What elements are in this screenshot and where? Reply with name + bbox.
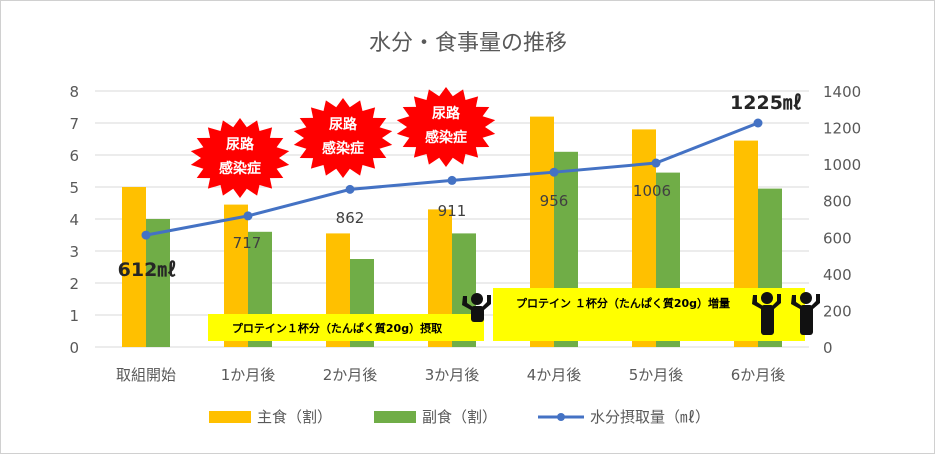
uti-badge: 尿路 感染症: [190, 118, 290, 198]
legend-swatch-staple: [209, 411, 251, 423]
legend-label-side: 副食（割）: [422, 408, 497, 426]
y-left-tick-label: 0: [69, 339, 79, 357]
flexing-person-icon: [791, 292, 820, 335]
x-tick-label: 3か月後: [425, 366, 480, 384]
water-intake-point: [447, 175, 457, 185]
uti-badge-line2: 感染症: [322, 140, 364, 157]
y-right-tick-label: 1000: [823, 156, 861, 174]
y-right-tick-label: 400: [823, 266, 852, 284]
water-intake-point: [345, 184, 355, 194]
uti-badge: 尿路 感染症: [293, 98, 393, 178]
legend-label-water: 水分摂取量（㎖）: [590, 408, 710, 426]
uti-badge-line2: 感染症: [425, 129, 467, 146]
y-left-tick-label: 4: [69, 211, 79, 229]
protein-banner-1: プロテイン１杯分（たんぱく質20g）摂取: [208, 314, 484, 341]
uti-badge-line1: 尿路: [329, 116, 358, 133]
water-intake-point: [243, 211, 253, 221]
y-right-tick-label: 800: [823, 193, 852, 211]
bar-staple: [122, 187, 146, 347]
legend-swatch-side: [374, 411, 416, 423]
uti-badge-line1: 尿路: [432, 105, 461, 122]
x-tick-label: 6か月後: [731, 366, 786, 384]
protein-banner-1-box: [208, 314, 484, 341]
water-intake-point: [753, 118, 763, 128]
y-left-tick-label: 3: [69, 243, 79, 261]
x-axis: 取組開始 1か月後 2か月後 3か月後 4か月後 5か月後 6か月後: [116, 366, 785, 384]
legend: 主食（割） 副食（割） 水分摂取量（㎖）: [209, 408, 710, 426]
legend-marker-water: [557, 413, 565, 421]
water-intake-data-label: 956: [540, 192, 569, 210]
water-intake-data-label: 1006: [633, 182, 671, 200]
y-axis-right: 0 200 400 600 800 1000 1200 1400: [823, 83, 861, 357]
water-intake-data-label: 612㎖: [118, 259, 177, 281]
uti-badge-line1: 尿路: [226, 136, 255, 153]
starburst-shape: [396, 87, 496, 167]
x-tick-label: 2か月後: [323, 366, 378, 384]
y-left-tick-label: 7: [69, 115, 79, 133]
y-left-tick-label: 8: [69, 83, 79, 101]
flexing-person-icon: [752, 292, 781, 335]
water-intake-point: [651, 158, 661, 168]
x-tick-label: 1か月後: [221, 366, 276, 384]
y-right-tick-label: 1200: [823, 120, 861, 138]
starburst-shape: [293, 98, 393, 178]
protein-banner-1-text: プロテイン１杯分（たんぱく質20g）摂取: [232, 321, 442, 335]
water-intake-point: [141, 230, 151, 240]
protein-banner-2: プロテイン １杯分（たんぱく質20g）増量: [493, 288, 805, 341]
water-intake-data-label: 862: [336, 209, 365, 227]
uti-badges: 尿路 感染症 尿路 感染症 尿路 感染症: [190, 87, 496, 198]
y-left-tick-label: 2: [69, 275, 79, 293]
data-labels: 612㎖ 717 862 911 956 1006 1225㎖: [118, 92, 802, 281]
bar-side: [146, 219, 170, 347]
y-right-tick-label: 1400: [823, 83, 861, 101]
x-tick-label: 4か月後: [527, 366, 582, 384]
starburst-shape: [190, 118, 290, 198]
y-right-tick-label: 600: [823, 229, 852, 247]
water-intake-data-label: 911: [438, 202, 467, 220]
y-left-tick-label: 6: [69, 147, 79, 165]
y-left-tick-label: 1: [69, 307, 79, 325]
y-right-tick-label: 0: [823, 339, 833, 357]
x-tick-label: 5か月後: [629, 366, 684, 384]
protein-banner-2-box: [493, 288, 805, 341]
chart-title: 水分・食事量の推移: [369, 31, 567, 56]
water-intake-line: [141, 118, 763, 240]
legend-label-staple: 主食（割）: [257, 408, 332, 426]
protein-banner-2-text: プロテイン １杯分（たんぱく質20g）増量: [516, 296, 730, 310]
uti-badge-line2: 感染症: [219, 160, 261, 177]
flexing-person-icon: [462, 293, 491, 322]
y-axis-left: 0 1 2 3 4 5 6 7 8: [69, 83, 79, 357]
x-tick-label: 取組開始: [116, 366, 176, 384]
y-right-tick-label: 200: [823, 302, 852, 320]
water-intake-data-label: 1225㎖: [730, 92, 802, 114]
water-intake-data-label: 717: [233, 234, 262, 252]
water-intake-point: [549, 167, 559, 177]
uti-badge: 尿路 感染症: [396, 87, 496, 167]
y-left-tick-label: 5: [69, 179, 79, 197]
